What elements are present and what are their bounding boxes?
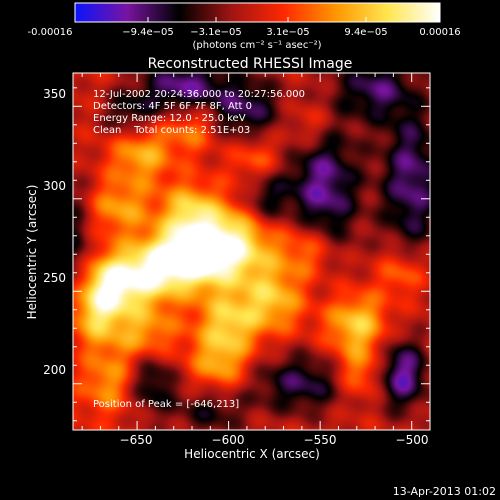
- x-tick-label: −500: [396, 433, 429, 447]
- colorbar-tick-label-1: −9.4e−05: [122, 27, 174, 38]
- annotations: 12-Jul-2002 20:24:36.000 to 20:27:56.000…: [93, 89, 305, 410]
- x-tick-label: −650: [120, 433, 153, 447]
- plot-area: [72, 72, 431, 431]
- colorbar-tick-label-0: -0.00016: [28, 27, 73, 38]
- colorbar-tick-label-3: 3.1e−05: [266, 27, 309, 38]
- heatmap-image: [73, 73, 430, 430]
- colorbar-gradient: [74, 2, 441, 23]
- annotation-energy-range: Energy Range: 12.0 - 25.0 keV: [93, 113, 246, 124]
- y-tick-label: 250: [43, 271, 66, 285]
- annotation-detectors: Detectors: 4F 5F 6F 7F 8F, Att 0: [93, 101, 252, 112]
- y-axis-label: Heliocentric Y (arcsec): [25, 185, 39, 320]
- colorbar: -0.00016 −9.4e−05 −3.1e−05 3.1e−05 9.4e−…: [28, 2, 461, 51]
- x-axis-label: Heliocentric X (arcsec): [184, 447, 320, 461]
- chart-title: Reconstructed RHESSI Image: [148, 56, 353, 72]
- plot-frame: [72, 72, 431, 431]
- colorbar-tick-label-4: 9.4e−05: [344, 27, 387, 38]
- annotation-time-range: 12-Jul-2002 20:24:36.000 to 20:27:56.000: [93, 89, 305, 100]
- colorbar-unit-label: (photons cm⁻² s⁻¹ asec⁻²): [192, 40, 321, 51]
- y-tick-label: 200: [43, 363, 66, 377]
- x-tick-label: −550: [304, 433, 337, 447]
- colorbar-tick-label-5: 0.00016: [419, 27, 460, 38]
- colorbar-tick-label-2: −3.1e−05: [190, 27, 242, 38]
- colorbar-ticks: [74, 17, 441, 22]
- annotation-method-counts: Clean Total counts: 2.51E+03: [93, 125, 250, 136]
- footer-timestamp: 13-Apr-2013 01:02: [393, 485, 496, 498]
- y-tick-label: 350: [43, 87, 66, 101]
- annotation-peak-position: Position of Peak = [-646,213]: [93, 399, 239, 410]
- axis-ticks: [73, 73, 431, 430]
- y-tick-label: 300: [43, 179, 66, 193]
- x-tick-label: −600: [212, 433, 245, 447]
